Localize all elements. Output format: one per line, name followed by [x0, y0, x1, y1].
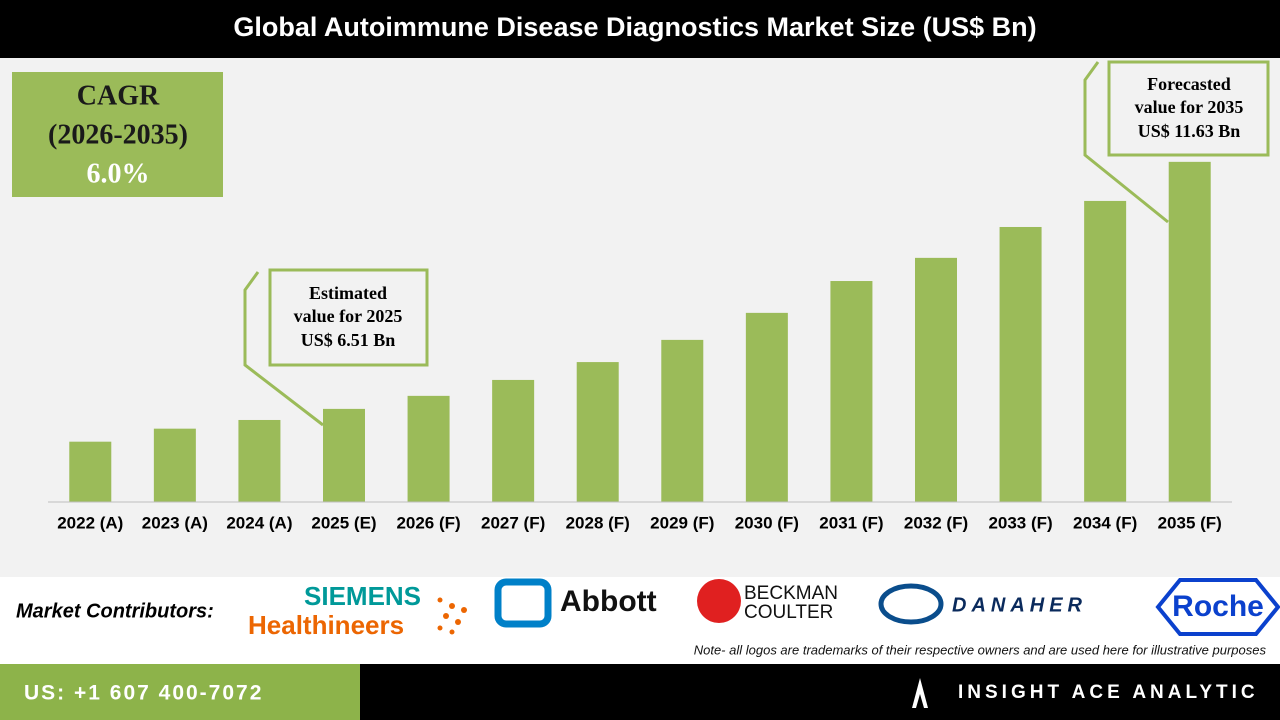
- x-tick-label: 2034 (F): [1073, 513, 1137, 532]
- bar: [1168, 161, 1211, 502]
- logo: SIEMENS: [304, 581, 421, 611]
- logo-mark: [494, 578, 552, 628]
- annotation-text: value for 2025: [294, 306, 403, 326]
- plot: 2022 (A) 2023 (A) 2024 (A) 2025 (E) 2026 (F)…: [48, 161, 1232, 532]
- x-tick-label: 2022 (A): [57, 513, 123, 532]
- contributors-label: Market Contributors:: [16, 600, 214, 622]
- cagr-label: CAGR: [77, 80, 160, 111]
- x-tick-label: 2032 (F): [904, 513, 968, 532]
- bar: [661, 339, 704, 502]
- bar: [407, 395, 450, 502]
- x-tick-label: 2029 (F): [650, 513, 714, 532]
- brand-mark: [912, 678, 928, 708]
- annotation-text: Estimated: [309, 283, 387, 303]
- x-tick-label: 2033 (F): [988, 513, 1052, 532]
- logo: DANAHER: [952, 594, 1087, 616]
- bar: [238, 419, 281, 502]
- cagr-period: (2026-2035): [48, 119, 188, 150]
- footer-right: [360, 664, 1280, 720]
- bar: [492, 379, 535, 502]
- x-tick-label: 2031 (F): [819, 513, 883, 532]
- logo-mark: [1155, 578, 1280, 636]
- bar: [323, 408, 365, 502]
- bar: [1084, 200, 1127, 502]
- logo-dots: [437, 597, 467, 635]
- bar: [915, 257, 957, 502]
- phone: US: +1 607 400-7072: [24, 682, 263, 705]
- cagr-value: 6.0%: [87, 158, 150, 189]
- bar: [830, 281, 873, 502]
- x-tick-label: 2035 (F): [1158, 513, 1222, 532]
- bar: [999, 226, 1042, 503]
- bar: [153, 428, 196, 502]
- bar: [69, 441, 112, 502]
- x-tick-label: 2027 (F): [481, 513, 545, 532]
- connector: [1083, 61, 1169, 224]
- brand: INSIGHT ACE ANALYTIC: [958, 682, 1259, 703]
- x-tick-label: 2026 (F): [396, 513, 460, 532]
- footer-left: [0, 664, 360, 720]
- x-tick-label: 2028 (F): [566, 513, 630, 532]
- title-bar: [0, 0, 1280, 58]
- x-tick-label: 2023 (A): [142, 513, 208, 532]
- logo: Roche: [1172, 590, 1264, 623]
- x-tick-label: 2024 (A): [226, 513, 292, 532]
- logo: Healthineers: [248, 610, 404, 640]
- logo-mark: [878, 583, 944, 625]
- note: Note- all logos are trademarks of their …: [694, 642, 1267, 657]
- chart-title: Global Autoimmune Disease Diagnostics Ma…: [233, 12, 1036, 42]
- x-tick-label: 2025 (E): [311, 513, 376, 532]
- annotation-box: [268, 268, 429, 367]
- annotation-text: US$ 6.51 Bn: [301, 330, 396, 350]
- annotation-text: Forecasted: [1147, 74, 1231, 94]
- cagr-box: [12, 72, 223, 197]
- logo-mark: [697, 579, 741, 623]
- annotation-text: US$ 11.63 Bn: [1138, 121, 1241, 141]
- connector: [243, 271, 324, 427]
- annotation-text: value for 2035: [1135, 97, 1244, 117]
- x-tick-label: 2030 (F): [735, 513, 799, 532]
- logo: BECKMAN: [744, 583, 838, 604]
- logo: COULTER: [744, 602, 833, 623]
- annotation-box: [1107, 60, 1270, 157]
- logo: Abbott: [560, 585, 657, 618]
- bar: [576, 362, 619, 502]
- bar: [745, 312, 788, 502]
